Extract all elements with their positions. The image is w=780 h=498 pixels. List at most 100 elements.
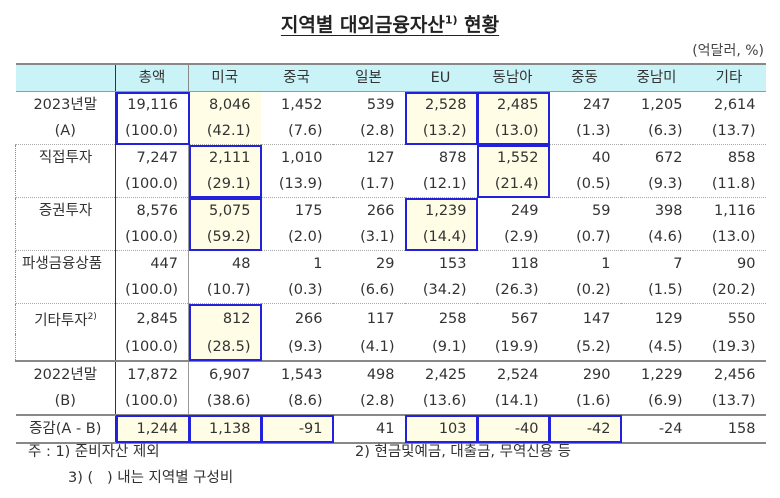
header-japan: 일본 (332, 63, 405, 92)
cell-japan: 41 (332, 415, 405, 444)
cell-japan: (6.6) (332, 277, 405, 304)
cell-other: (13.7) (692, 118, 766, 145)
cell-china: (13.9) (260, 171, 333, 198)
footnote-1: 주 : 1) 준비자산 제외 (28, 444, 160, 460)
cell-eu: (12.1) (404, 171, 477, 198)
cell-china: 1,543 (280, 367, 323, 383)
row-label (15, 277, 116, 304)
cell-eu: 1,239 (404, 197, 477, 224)
table-row: (100.0) (28.5) (9.3) (4.1) (9.1) (19.9) (5.2)(… (15, 334, 766, 362)
cell-usa: (42.1) (188, 118, 261, 145)
header-row: 총액 미국 중국 일본 EU 동남아 중동 중남미 기타 (15, 63, 766, 92)
cell-latin-america: -24 (620, 415, 693, 444)
cell-total: (100.0) (115, 388, 189, 416)
cell-total: (100.0) (115, 118, 189, 145)
cell-middle-east: (1.6) (548, 388, 621, 416)
cell-latin-america: (6.9) (620, 388, 693, 416)
footnote-2: 2) 현금및예금, 대출금, 무역신용 등 (355, 444, 571, 460)
cell-eu: (34.2) (404, 277, 477, 304)
header-other: 기타 (692, 63, 766, 92)
table-row: (100.0) (59.2) (2.0) (3.1) (14.4) (2.9) (0.7)(… (15, 224, 766, 251)
cell-eu: (13.2) (404, 118, 477, 145)
cell-china: (8.6) (260, 388, 333, 416)
cell-middle-east: (0.7) (548, 224, 621, 251)
cell-eu: 103 (404, 415, 477, 444)
cell-usa: (38.6) (188, 388, 261, 416)
cell-latin-america: 1,205 (640, 97, 683, 113)
table-row: 2023년말 19,116 8,046 1,452 539 2,528 2,485 247 1,… (15, 91, 766, 118)
footnote-3: 3) ( ) 내는 지역별 구성비 (68, 470, 234, 486)
cell-china: 1 (313, 256, 323, 272)
row-label (15, 171, 116, 198)
cell-other: 2,456 (713, 367, 756, 383)
cell-other: (11.8) (692, 171, 766, 198)
cell-total: (100.0) (115, 334, 189, 362)
row-label: 2022년말 (15, 361, 116, 388)
cell-eu: (14.4) (404, 224, 477, 251)
cell-southeast-asia: 2,485 (476, 91, 549, 118)
cell-other: 550 (727, 311, 756, 327)
cell-china: (2.0) (260, 224, 333, 251)
cell-usa: (29.1) (188, 171, 261, 198)
cell-latin-america: 398 (654, 203, 683, 219)
row-label: 파생금융상품 (15, 250, 116, 277)
cell-eu: 2,528 (404, 91, 477, 118)
cell-middle-east: (0.2) (548, 277, 621, 304)
cell-other: (20.2) (692, 277, 766, 304)
row-label: 증감(A - B) (15, 415, 116, 444)
cell-latin-america: (6.3) (620, 118, 693, 145)
cell-total: 2,845 (115, 303, 189, 334)
cell-eu: (9.1) (404, 334, 477, 362)
table-row: 증권투자 8,576 5,075 175 266 1,239 249 59 398 1,116 (15, 197, 766, 224)
cell-china: (7.6) (260, 118, 333, 145)
cell-southeast-asia: 118 (510, 256, 539, 272)
cell-total: (100.0) (115, 171, 189, 198)
cell-other: 158 (692, 415, 766, 444)
table-row: (A) (100.0) (42.1) (7.6) (2.8) (13.2) (13.0) (1… (15, 118, 766, 145)
table-row: 증감(A - B) 1,244 1,138 -91 41 103 -40 -42 -24 158 (15, 415, 766, 444)
cell-latin-america: 7 (673, 256, 683, 272)
cell-total: 1,244 (115, 415, 189, 444)
row-label: (B) (15, 388, 116, 416)
row-label: 2023년말 (15, 91, 116, 118)
cell-southeast-asia: 567 (510, 311, 539, 327)
cell-usa: 1,138 (188, 415, 261, 444)
cell-other: (13.0) (692, 224, 766, 251)
header-latin-america: 중남미 (620, 63, 693, 92)
cell-other: 858 (727, 150, 756, 166)
cell-eu: 2,425 (424, 367, 467, 383)
cell-southeast-asia: (2.9) (476, 224, 549, 251)
cell-southeast-asia: (19.9) (476, 334, 549, 362)
cell-other: (19.3) (692, 334, 766, 362)
cell-middle-east: 290 (582, 367, 611, 383)
cell-total: 17,872 (115, 361, 189, 388)
row-label: (A) (15, 118, 116, 145)
cell-latin-america: (1.5) (620, 277, 693, 304)
cell-usa: 812 (188, 303, 261, 334)
table-row: 기타투자2) 2,845 812 266 117 258 567 147 129 550 (15, 303, 766, 334)
header-eu: EU (404, 63, 477, 92)
cell-eu: (13.6) (404, 388, 477, 416)
cell-middle-east: 59 (592, 203, 611, 219)
cell-latin-america: 129 (654, 311, 683, 327)
cell-japan: 29 (376, 256, 395, 272)
row-label: 직접투자 (15, 144, 116, 171)
cell-japan: (4.1) (332, 334, 405, 362)
foreign-assets-table: 총액 미국 중국 일본 EU 동남아 중동 중남미 기타 2023년말 19,11… (15, 63, 766, 444)
cell-latin-america: 1,229 (640, 367, 683, 383)
table-row: (100.0) (29.1) (13.9) (1.7) (12.1) (21.4) (0.5… (15, 171, 766, 198)
row-label (15, 334, 116, 362)
cell-total: (100.0) (115, 277, 189, 304)
header-total: 총액 (115, 63, 189, 92)
header-china: 중국 (260, 63, 333, 92)
cell-other: 90 (737, 256, 756, 272)
cell-japan: 539 (366, 97, 395, 113)
cell-middle-east: 247 (582, 97, 611, 113)
cell-china: (9.3) (260, 334, 333, 362)
table-row: (100.0) (10.7) (0.3) (6.6) (34.2) (26.3) (0.2)… (15, 277, 766, 304)
header-middle-east: 중동 (548, 63, 621, 92)
header-southeast-asia: 동남아 (476, 63, 549, 92)
cell-total: 19,116 (115, 91, 189, 118)
cell-eu: 878 (438, 150, 467, 166)
cell-japan: (2.8) (332, 388, 405, 416)
